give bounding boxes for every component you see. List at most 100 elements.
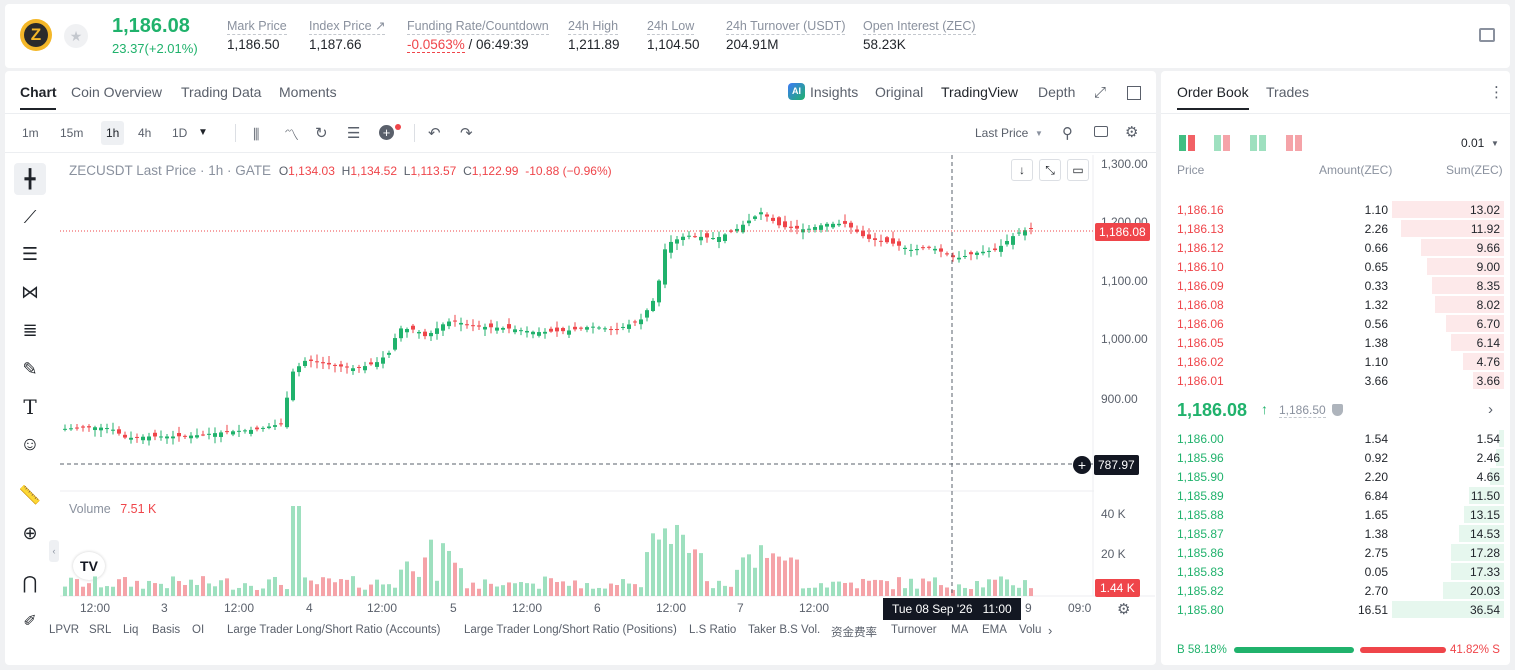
ob-expand-chevron-icon[interactable]: › xyxy=(1488,401,1493,418)
bid-row[interactable]: 1,185.83 0.05 17.33 xyxy=(1163,562,1508,581)
tab-original[interactable]: Original xyxy=(875,84,924,100)
expand-icon[interactable]: ⤢ xyxy=(1094,84,1107,101)
bid-row[interactable]: 1,185.88 1.65 13.15 xyxy=(1163,505,1508,524)
add-alert-icon[interactable]: + xyxy=(379,125,394,140)
volume-bar xyxy=(843,582,847,596)
indicator-tab[interactable]: Taker B.S Vol. xyxy=(748,624,821,636)
settings-gear-icon[interactable]: ⚙ xyxy=(1125,124,1139,141)
tab-depth[interactable]: Depth xyxy=(1038,84,1076,100)
replay-icon[interactable]: ↻ xyxy=(315,125,328,142)
pattern-tool-icon[interactable]: ⋈ xyxy=(21,281,39,302)
bid-row[interactable]: 1,185.86 2.75 17.28 xyxy=(1163,543,1508,562)
bid-row[interactable]: 1,185.96 0.92 2.46 xyxy=(1163,448,1508,467)
precision-select[interactable]: 0.01 xyxy=(1461,136,1485,150)
horizontal-lines-tool-icon[interactable]: ☰ xyxy=(21,243,39,264)
interval-1D[interactable]: 1D xyxy=(172,126,188,140)
crosshair-add-icon[interactable]: + xyxy=(1073,456,1091,474)
interval-dropdown-icon[interactable]: ▼ xyxy=(198,127,208,138)
price-type-select[interactable]: Last Price xyxy=(975,126,1029,140)
indicators-icon[interactable]: 〽 xyxy=(284,127,300,144)
indicator-tab[interactable]: OI xyxy=(192,624,205,636)
ruler-tool-icon[interactable]: 📏 xyxy=(18,484,42,505)
bid-row[interactable]: 1,185.89 6.84 11.50 xyxy=(1163,486,1508,505)
tab-trades[interactable]: Trades xyxy=(1266,84,1310,100)
collapse-toolbar-handle[interactable]: ‹ xyxy=(49,540,59,562)
text-tool-icon[interactable]: T xyxy=(23,395,37,419)
layout-icon[interactable] xyxy=(1127,86,1141,100)
ask-row[interactable]: 1,186.06 0.56 6.70 xyxy=(1163,314,1508,333)
ask-row[interactable]: 1,186.12 0.66 9.66 xyxy=(1163,238,1508,257)
book-view-bids-icon[interactable] xyxy=(1250,135,1266,151)
indicator-tab[interactable]: SRL xyxy=(89,624,112,636)
tab-tradingview[interactable]: TradingView xyxy=(941,84,1019,100)
indicator-tab[interactable]: Large Trader Long/Short Ratio (Accounts) xyxy=(227,624,441,636)
more-options-icon[interactable]: ⋮ xyxy=(1489,84,1504,101)
scroll-down-icon[interactable]: ↓ xyxy=(1011,159,1033,181)
undo-icon[interactable]: ↶ xyxy=(428,125,441,142)
book-view-split-icon[interactable] xyxy=(1214,135,1230,151)
tab-order-book[interactable]: Order Book xyxy=(1177,84,1249,100)
ask-row[interactable]: 1,186.16 1.10 13.02 xyxy=(1163,200,1508,219)
tab-coin-overview[interactable]: Coin Overview xyxy=(71,84,163,100)
fib-tool-icon[interactable]: ≣ xyxy=(22,319,38,340)
notes-icon[interactable] xyxy=(1479,28,1495,42)
brush-tool-icon[interactable]: ✎ xyxy=(22,358,38,379)
interval-4h[interactable]: 4h xyxy=(138,126,152,140)
indicator-tab[interactable]: 资金费率 xyxy=(831,627,877,639)
indicators-next-icon[interactable]: › xyxy=(1048,623,1053,638)
candle-body xyxy=(687,235,691,237)
bid-row[interactable]: 1,185.80 16.51 36.54 xyxy=(1163,600,1508,619)
book-view-asks-icon[interactable] xyxy=(1286,135,1302,151)
ai-insights-icon[interactable]: AI xyxy=(788,83,805,100)
ask-row[interactable]: 1,186.10 0.65 9.00 xyxy=(1163,257,1508,276)
ask-row[interactable]: 1,186.01 3.66 3.66 xyxy=(1163,371,1508,390)
time-axis-settings-icon[interactable]: ⚙ xyxy=(1117,601,1131,618)
price-type-caret-icon[interactable]: ▼ xyxy=(1035,129,1043,138)
indicator-tab[interactable]: MA xyxy=(951,624,969,636)
bid-row[interactable]: 1,185.87 1.38 14.53 xyxy=(1163,524,1508,543)
tab-trading-data[interactable]: Trading Data xyxy=(181,84,262,100)
zoom-in-tool-icon[interactable]: ⊕ xyxy=(22,522,38,543)
ask-row[interactable]: 1,186.13 2.26 11.92 xyxy=(1163,219,1508,238)
pencil-lock-tool-icon[interactable]: ✐ xyxy=(23,613,37,630)
interval-1m[interactable]: 1m xyxy=(22,126,39,140)
camera-icon[interactable] xyxy=(1094,126,1108,137)
indicator-tab[interactable]: LPVR xyxy=(49,624,80,636)
bid-row[interactable]: 1,185.82 2.70 20.03 xyxy=(1163,581,1508,600)
search-icon[interactable]: ⚲ xyxy=(1062,125,1073,142)
favorite-star-icon[interactable]: ★ xyxy=(64,24,88,48)
interval-15m[interactable]: 15m xyxy=(60,126,84,140)
indicator-tab[interactable]: Liq xyxy=(123,624,139,636)
precision-caret-icon[interactable]: ▼ xyxy=(1491,139,1499,148)
ask-row[interactable]: 1,186.05 1.38 6.14 xyxy=(1163,333,1508,352)
ob-amount: 0.05 xyxy=(1364,565,1388,579)
emoji-tool-icon[interactable]: ☺ xyxy=(20,434,40,455)
tab-moments[interactable]: Moments xyxy=(279,84,337,100)
tab-insights[interactable]: Insights xyxy=(810,84,859,100)
indicator-tab[interactable]: Basis xyxy=(152,624,181,636)
crosshair-tool-icon[interactable]: ╋ xyxy=(14,163,46,195)
candle-body xyxy=(903,247,907,250)
bid-row[interactable]: 1,185.90 2.20 4.66 xyxy=(1163,467,1508,486)
redo-icon[interactable]: ↷ xyxy=(460,125,473,142)
indicator-tab[interactable]: EMA xyxy=(982,624,1007,636)
interval-1h[interactable]: 1h xyxy=(101,121,125,145)
indicator-tab[interactable]: L.S Ratio xyxy=(689,624,737,636)
indicator-tab[interactable]: Volu xyxy=(1019,624,1042,636)
templates-icon[interactable]: ☰ xyxy=(347,125,361,142)
bid-row[interactable]: 1,186.00 1.54 1.54 xyxy=(1163,429,1508,448)
indicator-tab[interactable]: Turnover xyxy=(891,624,937,636)
indicator-tab[interactable]: Large Trader Long/Short Ratio (Positions… xyxy=(464,624,677,636)
magnet-tool-icon[interactable]: ⋂ xyxy=(22,572,38,593)
ask-row[interactable]: 1,186.02 1.10 4.76 xyxy=(1163,352,1508,371)
stat-1: Index Price ↗ 1,187.66 xyxy=(309,18,386,52)
ask-row[interactable]: 1,186.08 1.32 8.02 xyxy=(1163,295,1508,314)
book-view-both-icon[interactable] xyxy=(1179,135,1195,151)
ask-row[interactable]: 1,186.09 0.33 8.35 xyxy=(1163,276,1508,295)
candle-type-icon[interactable]: ⫼ xyxy=(253,126,260,142)
tab-chart[interactable]: Chart xyxy=(20,84,57,100)
trend-line-tool-icon[interactable]: ⟋ xyxy=(23,206,37,227)
collapse-icon[interactable]: ⤡ xyxy=(1039,159,1061,181)
maximize-pane-icon[interactable]: ▭ xyxy=(1067,159,1089,181)
